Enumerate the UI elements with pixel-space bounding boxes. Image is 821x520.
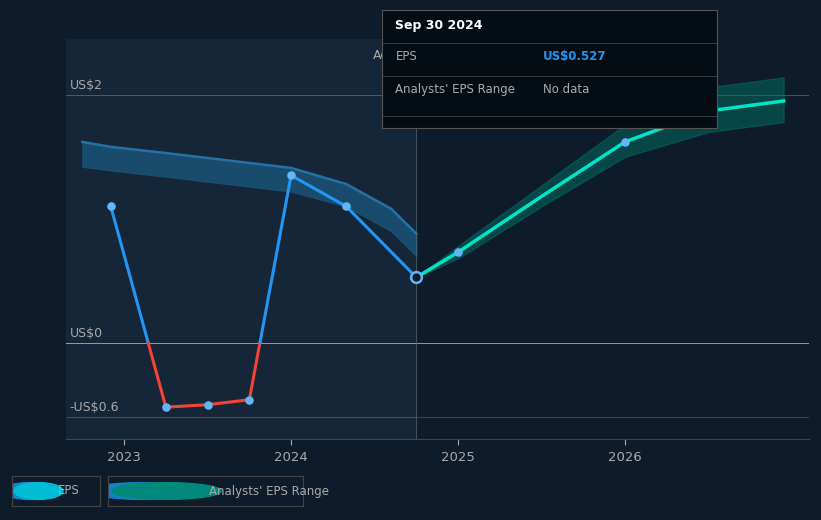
Circle shape xyxy=(3,483,53,499)
Text: US$2: US$2 xyxy=(70,79,103,92)
Text: EPS: EPS xyxy=(396,50,417,63)
Text: -US$0.6: -US$0.6 xyxy=(70,401,119,414)
Text: Sep 30 2024: Sep 30 2024 xyxy=(396,19,483,32)
Point xyxy=(104,202,117,211)
Point xyxy=(159,403,172,411)
Point xyxy=(618,138,631,146)
Point xyxy=(285,171,298,179)
Point xyxy=(243,396,256,404)
Point xyxy=(452,248,465,256)
Circle shape xyxy=(89,483,198,499)
Bar xyxy=(66,39,416,439)
Text: No data: No data xyxy=(543,83,589,96)
Point xyxy=(340,202,353,211)
Text: EPS: EPS xyxy=(57,485,80,498)
Circle shape xyxy=(14,483,63,499)
Circle shape xyxy=(112,483,221,499)
Point xyxy=(201,400,214,409)
Text: Analysts' EPS Range: Analysts' EPS Range xyxy=(396,83,516,96)
Text: Actual: Actual xyxy=(374,49,413,62)
Text: Analysts' EPS Range: Analysts' EPS Range xyxy=(209,485,329,498)
Point xyxy=(410,273,423,281)
Text: Analysts Forecasts: Analysts Forecasts xyxy=(425,49,542,62)
Text: US$0.527: US$0.527 xyxy=(543,50,606,63)
Text: US$0: US$0 xyxy=(70,327,103,340)
